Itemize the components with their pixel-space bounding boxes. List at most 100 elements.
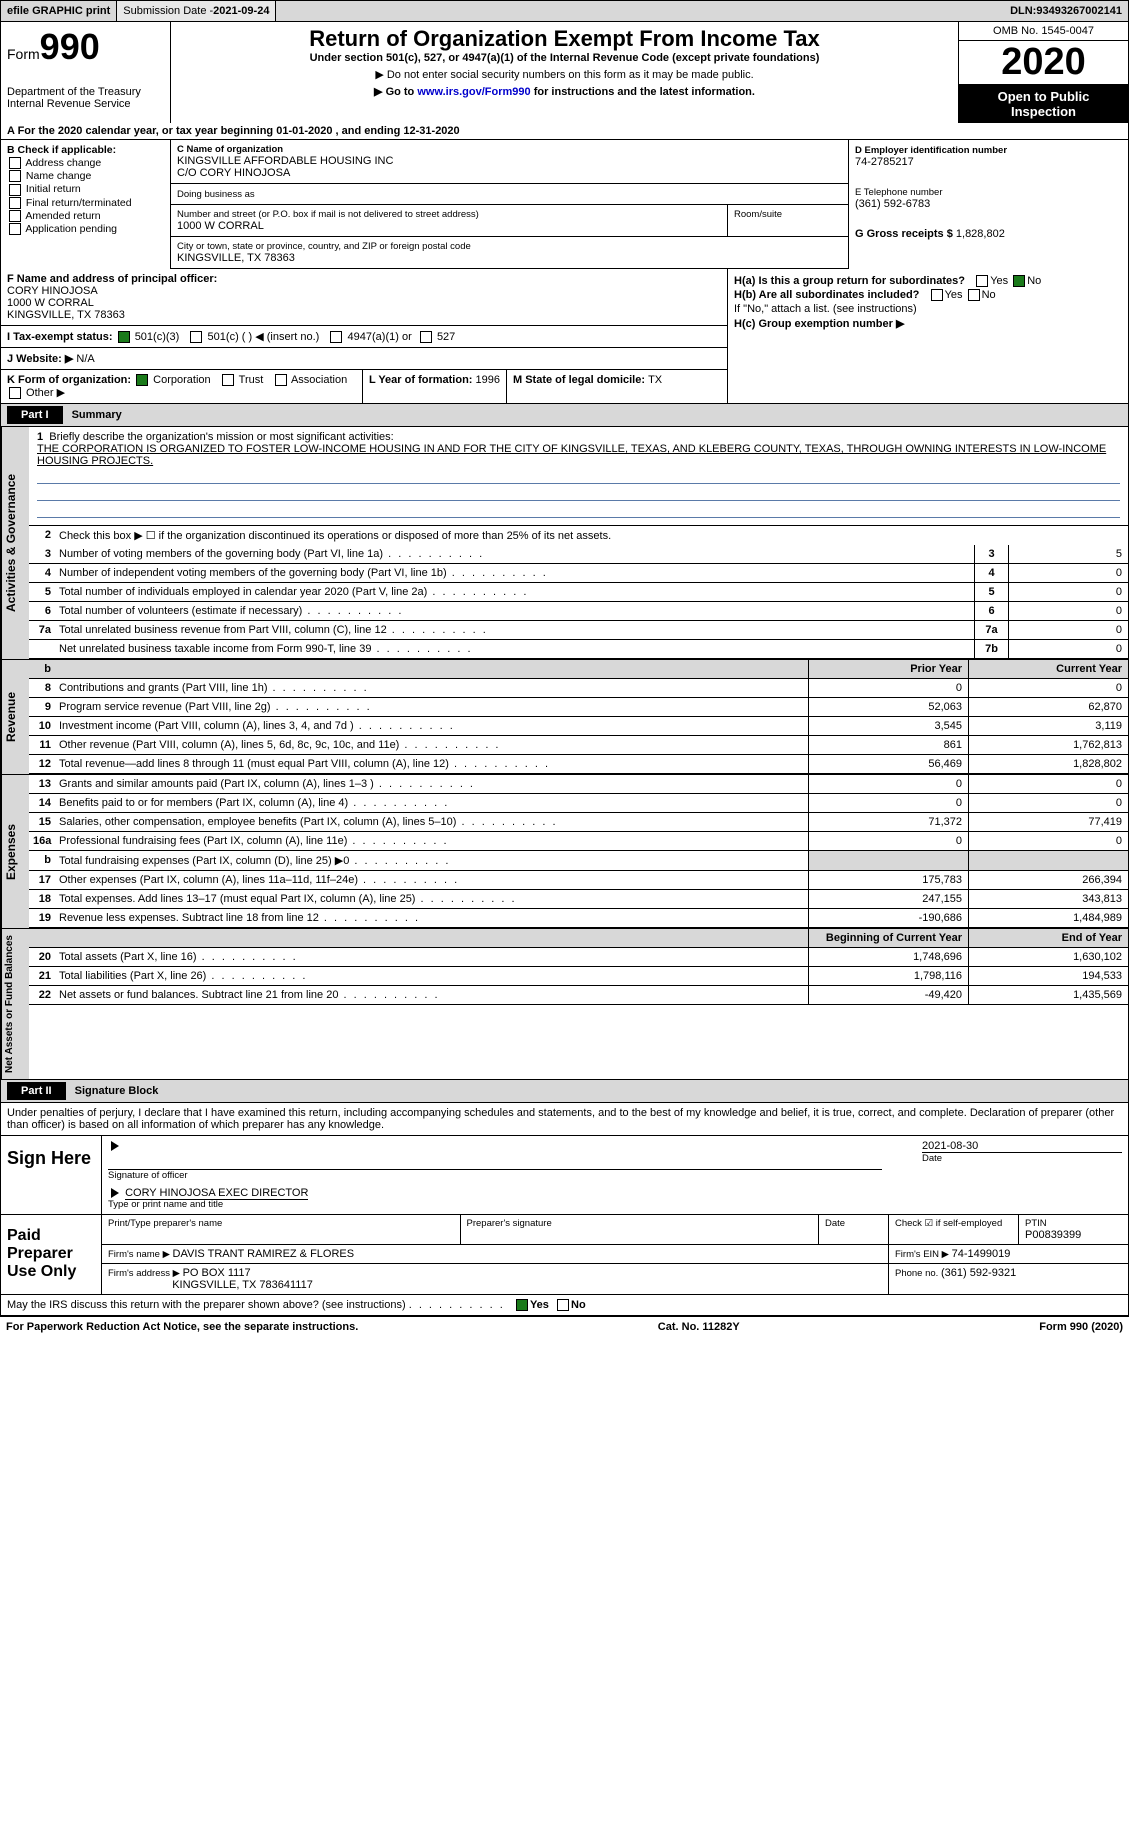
mission-label: Briefly describe the organization's miss… xyxy=(49,431,393,443)
eoy-hdr: End of Year xyxy=(968,929,1128,947)
title: Return of Organization Exempt From Incom… xyxy=(177,26,952,52)
dln-cell: DLN: 93493267002141 xyxy=(1004,1,1128,21)
open1: Open to Public xyxy=(963,89,1124,104)
discuss-row: May the IRS discuss this return with the… xyxy=(1,1294,1128,1315)
i-label: I Tax-exempt status: xyxy=(7,331,113,343)
firm-name: DAVIS TRANT RAMIREZ & FLORES xyxy=(173,1248,355,1260)
h-a: H(a) Is this a group return for subordin… xyxy=(734,275,1122,287)
cy-hdr: Current Year xyxy=(968,660,1128,678)
header: Form990 Department of the Treasury Inter… xyxy=(0,22,1129,123)
firm-addr2: KINGSVILLE, TX 783641117 xyxy=(172,1279,313,1291)
gov-line: 5Total number of individuals employed in… xyxy=(29,583,1128,602)
c-room-label: Room/suite xyxy=(734,209,842,220)
row-l: L Year of formation: 1996 xyxy=(363,370,507,403)
col-b: B Check if applicable: Address change Na… xyxy=(1,140,171,269)
e-val: (361) 592-6783 xyxy=(855,198,930,210)
table-row: 22Net assets or fund balances. Subtract … xyxy=(29,986,1128,1005)
py-hdr: Prior Year xyxy=(808,660,968,678)
c-name1: KINGSVILLE AFFORDABLE HOUSING INC xyxy=(177,155,842,167)
sig-body: Signature of officer 2021-08-30 Date COR… xyxy=(101,1136,1128,1214)
table-row: 9Program service revenue (Part VIII, lin… xyxy=(29,698,1128,717)
part1-title-row: Part I Summary xyxy=(1,404,1128,427)
colb-opt[interactable]: Name change xyxy=(7,170,164,182)
k-opt[interactable]: Other ▶ xyxy=(7,387,71,399)
c-street-label: Number and street (or P.O. box if mail i… xyxy=(177,209,721,220)
ptin: P00839399 xyxy=(1025,1229,1122,1241)
sig-name-label: Type or print name and title xyxy=(108,1199,1122,1210)
open2: Inspection xyxy=(963,104,1124,119)
m-val: TX xyxy=(648,374,662,386)
part1-net: Beginning of Current Year End of Year 20… xyxy=(29,929,1128,1079)
sig-date-label: Date xyxy=(922,1153,1122,1164)
print-name-label: Print/Type preparer's name xyxy=(108,1218,454,1229)
topbar: efile GRAPHIC print Submission Date - 20… xyxy=(0,0,1129,22)
table-row: 11Other revenue (Part VIII, column (A), … xyxy=(29,736,1128,755)
k-opt[interactable]: Corporation xyxy=(134,374,217,386)
hb-yes[interactable] xyxy=(931,289,943,301)
m-label: M State of legal domicile: xyxy=(513,374,648,386)
table-row: 10Investment income (Part VIII, column (… xyxy=(29,717,1128,736)
f-l3: KINGSVILLE, TX 78363 xyxy=(7,309,125,321)
part1-gov: 1 Briefly describe the organization's mi… xyxy=(29,427,1128,659)
part2-title: Signature Block xyxy=(75,1085,159,1097)
paid-prep-row: Paid Preparer Use Only Print/Type prepar… xyxy=(1,1214,1128,1294)
prep-date-label: Date xyxy=(825,1218,882,1229)
part2-hdr: Part II xyxy=(7,1082,66,1100)
col-h: H(a) Is this a group return for subordin… xyxy=(728,269,1128,403)
c-city-label: City or town, state or province, country… xyxy=(177,241,842,252)
phone: (361) 592-9321 xyxy=(941,1267,1016,1279)
i-o4: 527 xyxy=(437,331,455,343)
f-label: F Name and address of principal officer: xyxy=(7,273,217,285)
row-j: J Website: ▶ N/A xyxy=(1,348,727,370)
i-o1: 501(c)(3) xyxy=(135,331,180,343)
open-inspection: Open to Public Inspection xyxy=(959,85,1128,123)
row-a-end: 12-31-2020 xyxy=(403,125,459,137)
dept2: Internal Revenue Service xyxy=(7,98,164,110)
c-name2: C/O CORY HINOJOSA xyxy=(177,167,842,179)
prep-sig-label: Preparer's signature xyxy=(467,1218,813,1229)
k-opt[interactable]: Association xyxy=(269,374,353,386)
block-fhijk: F Name and address of principal officer:… xyxy=(0,269,1129,404)
discuss-yes[interactable] xyxy=(516,1299,528,1311)
c-city-block: City or town, state or province, country… xyxy=(171,237,848,269)
efile-label[interactable]: efile GRAPHIC print xyxy=(1,1,117,21)
checkbox-501c[interactable] xyxy=(190,331,202,343)
ha-no[interactable] xyxy=(1013,275,1025,287)
checkbox-501c3[interactable] xyxy=(118,331,130,343)
submission-date: 2021-09-24 xyxy=(213,5,269,17)
hb-no[interactable] xyxy=(968,289,980,301)
checkbox-4947[interactable] xyxy=(330,331,342,343)
left-fijk: F Name and address of principal officer:… xyxy=(1,269,728,403)
h-b-note: If "No," attach a list. (see instruction… xyxy=(734,303,1122,315)
prep-body: Print/Type preparer's name Preparer's si… xyxy=(101,1215,1128,1294)
row-i: I Tax-exempt status: 501(c)(3) 501(c) ( … xyxy=(1,326,727,348)
vtab-net: Net Assets or Fund Balances xyxy=(1,929,29,1079)
colb-opt[interactable]: Initial return xyxy=(7,183,164,195)
discuss-no[interactable] xyxy=(557,1299,569,1311)
colb-opt[interactable]: Amended return xyxy=(7,210,164,222)
colb-opt[interactable]: Final return/terminated xyxy=(7,197,164,209)
k-opt[interactable]: Trust xyxy=(217,374,270,386)
firm-ein: 74-1499019 xyxy=(952,1248,1011,1260)
ha-yes[interactable] xyxy=(976,275,988,287)
colb-opt[interactable]: Application pending xyxy=(7,223,164,235)
rev-hdr: b Prior Year Current Year xyxy=(29,660,1128,679)
f-l1: CORY HINOJOSA xyxy=(7,285,98,297)
form-num: 990 xyxy=(40,26,100,67)
dln-value: 93493267002141 xyxy=(1036,5,1122,17)
dba-label: Doing business as xyxy=(177,189,255,200)
gov-line: 6Total number of volunteers (estimate if… xyxy=(29,602,1128,621)
table-row: 16aProfessional fundraising fees (Part I… xyxy=(29,832,1128,851)
footer-l: For Paperwork Reduction Act Notice, see … xyxy=(6,1321,358,1333)
row-a-mid: , and ending xyxy=(336,125,404,137)
form-number: Form990 xyxy=(7,26,164,68)
irs-link[interactable]: www.irs.gov/Form990 xyxy=(417,86,530,98)
table-row: 21Total liabilities (Part X, line 26)1,7… xyxy=(29,967,1128,986)
part2: Part II Signature Block Under penalties … xyxy=(0,1080,1129,1316)
sign-here-row: Sign Here Signature of officer 2021-08-3… xyxy=(1,1135,1128,1214)
colb-opt[interactable]: Address change xyxy=(7,157,164,169)
h-b: H(b) Are all subordinates included? Yes … xyxy=(734,289,1122,301)
checkbox-527[interactable] xyxy=(420,331,432,343)
gov-line: 4Number of independent voting members of… xyxy=(29,564,1128,583)
table-row: 17Other expenses (Part IX, column (A), l… xyxy=(29,871,1128,890)
